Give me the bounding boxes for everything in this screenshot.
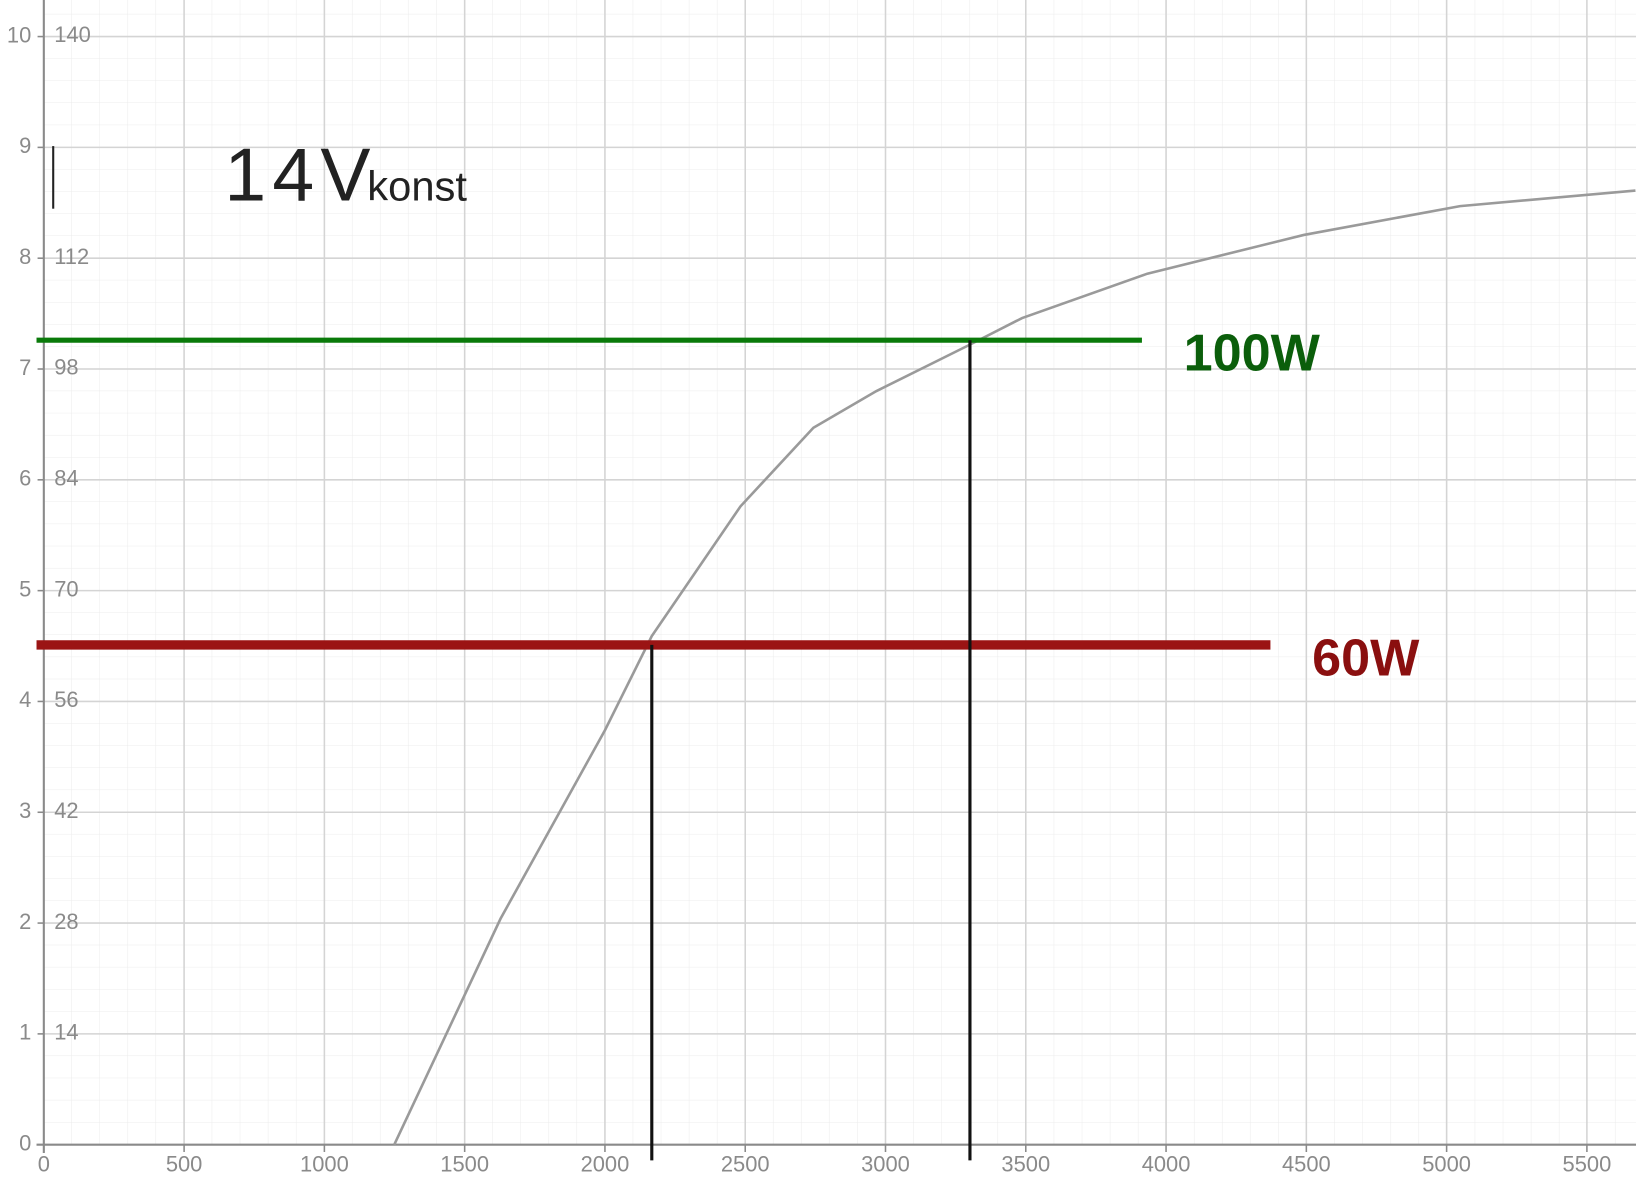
y2-tick-label: 98: [54, 355, 78, 380]
y-tick-label: 2: [19, 909, 31, 934]
y-tick-label: 5: [19, 576, 31, 601]
x-tick-label: 1000: [300, 1151, 349, 1176]
x-tick-label: 2500: [721, 1151, 770, 1176]
y-tick-label: 10: [7, 22, 31, 47]
y-tick-label: 9: [19, 133, 31, 158]
y-tick-label: 3: [19, 798, 31, 823]
x-tick-label: 5500: [1563, 1151, 1612, 1176]
marks: 100W 60W: [36, 189, 1636, 1161]
y2-tick-label: 42: [54, 798, 78, 823]
x-tick-label: 3500: [1001, 1151, 1050, 1176]
y-tick-label: 8: [19, 244, 31, 269]
y2-tick-label: 84: [54, 466, 78, 491]
x-tick-label: 0: [38, 1151, 50, 1176]
chart-title-subscript: konst: [367, 162, 467, 209]
y-tick-label: 0: [19, 1130, 31, 1155]
reference-label: 60W: [1312, 629, 1420, 687]
y2-tick-label: 112: [54, 244, 89, 269]
y2-tick-label: 28: [54, 909, 78, 934]
x-tick-label: 3000: [861, 1151, 910, 1176]
y-tick-label: 1: [19, 1020, 31, 1045]
data-line: [393, 189, 1636, 1146]
y-tick-label: 6: [19, 466, 31, 491]
x-tick-label: 4000: [1142, 1151, 1191, 1176]
y-tick-label: 7: [19, 355, 31, 380]
chart-title: 14V: [224, 132, 376, 216]
grid: 0 500 1000 1500 2000 2500 3000 3500 4000 4500 5000…: [7, 0, 1636, 1176]
x-tick-label: 1500: [440, 1151, 489, 1176]
y2-tick-label: 56: [54, 687, 78, 712]
y-tick-label: 4: [19, 687, 31, 712]
paper-grid: [43, 0, 1636, 1145]
y2-tick-label: 70: [54, 576, 78, 601]
x-tick-label: 5000: [1422, 1151, 1471, 1176]
y2-tick-label: 140: [54, 22, 91, 47]
reference-label: 100W: [1184, 325, 1321, 383]
x-tick-label: 2000: [581, 1151, 630, 1176]
x-tick-label: 4500: [1282, 1151, 1331, 1176]
y2-tick-label: 14: [54, 1020, 78, 1045]
x-tick-label: 500: [166, 1151, 203, 1176]
